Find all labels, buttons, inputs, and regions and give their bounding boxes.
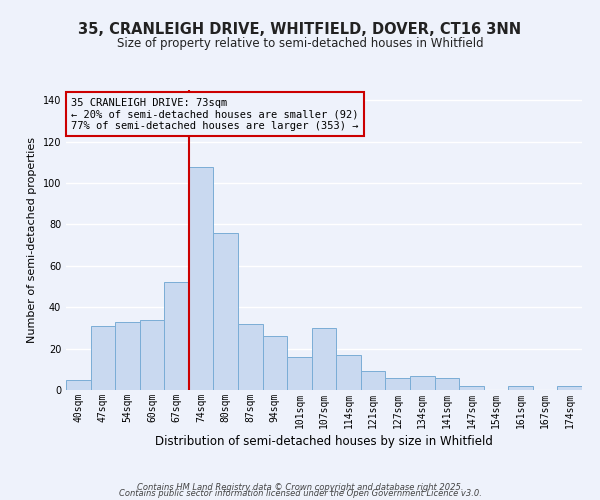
Bar [214,233,238,390]
Bar [238,324,263,390]
Bar [164,282,189,390]
Bar [263,336,287,390]
Bar [434,378,459,390]
Text: Size of property relative to semi-detached houses in Whitfield: Size of property relative to semi-detach… [116,38,484,51]
Bar [385,378,410,390]
X-axis label: Distribution of semi-detached houses by size in Whitfield: Distribution of semi-detached houses by … [155,435,493,448]
Bar [508,386,533,390]
Bar [336,355,361,390]
Text: 35, CRANLEIGH DRIVE, WHITFIELD, DOVER, CT16 3NN: 35, CRANLEIGH DRIVE, WHITFIELD, DOVER, C… [79,22,521,38]
Bar [91,326,115,390]
Bar [361,372,385,390]
Bar [287,357,312,390]
Text: Contains public sector information licensed under the Open Government Licence v3: Contains public sector information licen… [119,488,481,498]
Bar [312,328,336,390]
Bar [140,320,164,390]
Bar [459,386,484,390]
Text: 35 CRANLEIGH DRIVE: 73sqm
← 20% of semi-detached houses are smaller (92)
77% of : 35 CRANLEIGH DRIVE: 73sqm ← 20% of semi-… [71,98,359,130]
Bar [66,380,91,390]
Bar [189,166,214,390]
Text: Contains HM Land Registry data © Crown copyright and database right 2025.: Contains HM Land Registry data © Crown c… [137,484,463,492]
Y-axis label: Number of semi-detached properties: Number of semi-detached properties [27,137,37,343]
Bar [410,376,434,390]
Bar [557,386,582,390]
Bar [115,322,140,390]
